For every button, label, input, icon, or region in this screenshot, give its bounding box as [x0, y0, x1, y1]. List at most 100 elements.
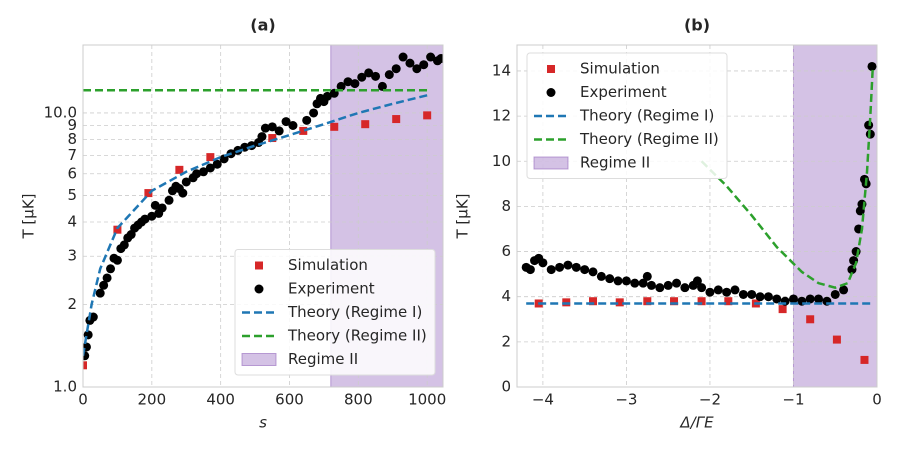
- legend-label: Theory (Regime II): [579, 130, 719, 148]
- simulation-marker: [832, 335, 841, 344]
- experiment-marker: [839, 285, 849, 295]
- simulation-marker: [83, 361, 87, 370]
- panel: −4 −3 −2 −1 0 0 2 4 6 8 10 12 14 (b) Δ/ΓE T [μK] Simulat…: [454, 16, 882, 432]
- experiment-marker: [747, 289, 757, 299]
- legend-swatch: [241, 353, 277, 366]
- simulation-marker: [144, 189, 153, 198]
- experiment-marker: [219, 154, 229, 164]
- legend-swatch: [255, 261, 263, 270]
- experiment-marker: [288, 120, 298, 130]
- simulation-marker: [615, 298, 624, 307]
- legend-swatch: [533, 156, 569, 170]
- experiment-marker: [102, 273, 112, 283]
- simulation-marker: [670, 297, 679, 306]
- experiment-marker: [95, 288, 105, 298]
- experiment-marker: [772, 294, 782, 304]
- y-tick-label: 0: [501, 378, 511, 396]
- experiment-marker: [157, 203, 167, 213]
- legend-label: Theory (Regime I): [287, 303, 422, 321]
- experiment-marker: [181, 177, 191, 187]
- legend-swatch: [547, 65, 555, 73]
- x-tick-label: −3: [615, 391, 637, 409]
- simulation-marker: [643, 297, 652, 306]
- y-tick-label: 5: [67, 186, 77, 204]
- experiment-marker: [830, 289, 840, 299]
- chart-title: (b): [684, 16, 710, 35]
- experiment-marker: [106, 264, 116, 274]
- experiment-marker: [763, 292, 773, 302]
- experiment-marker: [867, 61, 877, 71]
- experiment-marker: [571, 262, 581, 272]
- legend-label: Experiment: [580, 83, 667, 101]
- experiment-marker: [336, 81, 346, 91]
- experiment-marker: [525, 265, 535, 275]
- experiment-marker: [364, 68, 374, 78]
- experiment-marker: [281, 117, 291, 127]
- y-tick-label: 6: [501, 242, 511, 260]
- experiment-marker: [805, 294, 815, 304]
- legend: Simulation Experiment Theory (Regime I) The…: [526, 52, 728, 179]
- y-tick-label: 4: [67, 213, 77, 231]
- legend-label: Theory (Regime II): [287, 327, 427, 345]
- experiment-marker: [692, 276, 702, 286]
- experiment-marker: [755, 292, 765, 302]
- experiment-marker: [260, 123, 270, 133]
- experiment-marker: [357, 72, 367, 82]
- x-tick-label: 600: [275, 391, 304, 409]
- experiment-marker: [680, 283, 690, 293]
- simulation-marker: [860, 355, 869, 364]
- x-tick-label: −2: [699, 391, 721, 409]
- experiment-marker: [147, 211, 157, 221]
- experiment-marker: [613, 276, 623, 286]
- experiment-marker: [140, 214, 150, 224]
- simulation-marker: [206, 153, 215, 162]
- simulation-marker: [589, 297, 598, 306]
- experiment-marker: [322, 91, 332, 101]
- experiment-marker: [722, 287, 732, 297]
- experiment-marker: [788, 294, 798, 304]
- experiment-marker: [713, 285, 723, 295]
- experiment-marker: [630, 278, 640, 288]
- experiment-marker: [663, 280, 673, 290]
- experiment-marker: [112, 255, 122, 265]
- axes-frame: [82, 44, 444, 388]
- legend-label: Simulation: [580, 60, 660, 78]
- y-tick-label: 8: [501, 197, 511, 215]
- legend-label: Theory (Regime I): [579, 107, 714, 125]
- x-axis-label: s: [259, 414, 267, 432]
- simulation-marker: [330, 122, 339, 131]
- simulation-marker: [697, 297, 706, 306]
- experiment-marker: [588, 267, 598, 277]
- experiment-marker: [705, 287, 715, 297]
- experiment-marker: [555, 262, 565, 272]
- experiment-marker: [119, 240, 129, 250]
- experiment-marker: [267, 122, 277, 132]
- y-tick-label: 7: [67, 146, 77, 164]
- plot-content: [83, 52, 443, 370]
- x-tick-label: 400: [206, 391, 235, 409]
- simulation-marker: [175, 165, 184, 174]
- experiment-marker: [697, 283, 707, 293]
- simulation-marker: [392, 115, 401, 124]
- experiment-marker: [384, 70, 394, 80]
- x-tick-label: 0: [78, 391, 88, 409]
- experiment-marker: [309, 108, 319, 118]
- experiment-marker: [596, 271, 606, 281]
- simulation-marker: [299, 126, 308, 135]
- experiment-marker: [398, 52, 408, 62]
- experiment-marker: [192, 169, 202, 179]
- chart-title: (a): [250, 16, 275, 35]
- y-tick-label: 2: [67, 295, 77, 313]
- experiment-marker: [426, 52, 436, 62]
- y-tick-label: 14: [492, 61, 511, 79]
- legend: Simulation Experiment Theory (Regime I) The…: [234, 249, 436, 376]
- experiment-marker: [546, 265, 556, 275]
- x-tick-label: 0: [872, 391, 882, 409]
- experiment-marker: [302, 115, 312, 125]
- y-tick-label: 12: [492, 107, 511, 125]
- legend-label: Regime II: [288, 350, 358, 368]
- experiment-marker: [99, 280, 109, 290]
- legend-box: [526, 52, 728, 179]
- experiment-marker: [563, 260, 573, 270]
